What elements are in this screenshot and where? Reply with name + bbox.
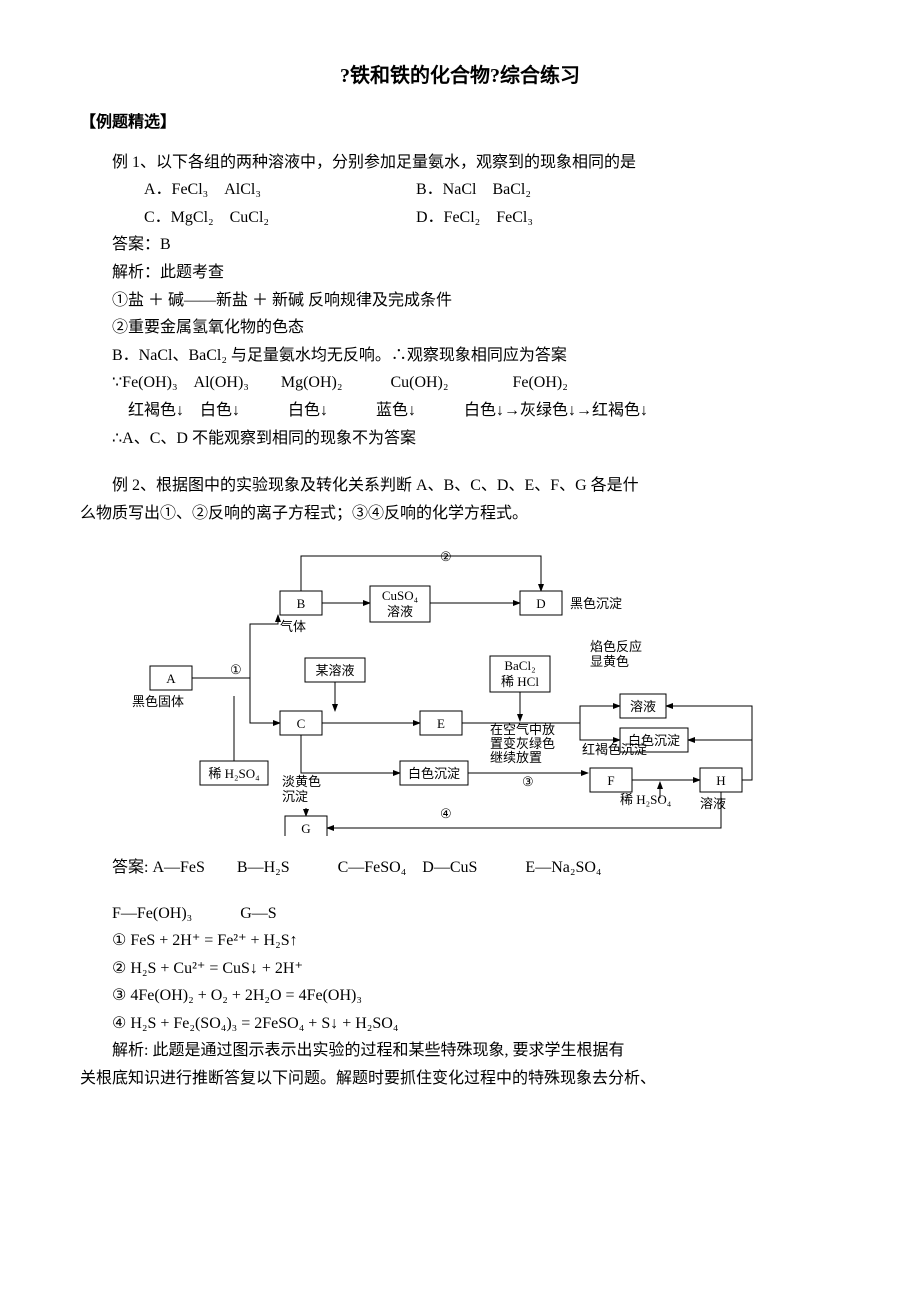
svg-text:继续放置: 继续放置 bbox=[490, 750, 542, 765]
svg-text:稀 H₂SO₄: 稀 H₂SO₄ bbox=[620, 792, 672, 807]
svg-text:溶液: 溶液 bbox=[630, 699, 656, 714]
svg-text:红褐色沉淀: 红褐色沉淀 bbox=[582, 742, 647, 757]
ex1-prompt: 例 1、以下各组的两种溶液中，分别参加足量氨水，观察到的现象相同的是 bbox=[80, 150, 840, 176]
ex1-opt-a: A．FeCl₃ AlCl₃ bbox=[112, 177, 412, 203]
ex1-opts-row1: A．FeCl₃ AlCl₃ B．NaCl BaCl₂ bbox=[80, 177, 840, 203]
ex2-analysis1: 解析: 此题是通过图示表示出实验的过程和某些特殊现象, 要求学生根据有 bbox=[80, 1038, 840, 1064]
section-header: 【例题精选】 bbox=[80, 110, 840, 136]
ex2-analysis2: 关根底知识进行推断答复以下问题。解题时要抓住变化过程中的特殊现象去分析、 bbox=[80, 1066, 840, 1092]
ex1-line5: ∴A、C、D 不能观察到相同的现象不为答案 bbox=[80, 426, 840, 452]
svg-text:D: D bbox=[536, 596, 545, 611]
svg-text:F: F bbox=[607, 773, 614, 788]
svg-text:C: C bbox=[297, 716, 306, 731]
svg-text:E: E bbox=[437, 716, 445, 731]
svg-text:白色沉淀: 白色沉淀 bbox=[408, 766, 460, 781]
ex2-eq4: ④ H₂S + Fe₂(SO₄)₃ = 2FeSO₄ + S↓ + H₂SO₄ bbox=[80, 1011, 840, 1037]
svg-text:CuSO₄: CuSO₄ bbox=[382, 588, 419, 603]
svg-text:淡黄色: 淡黄色 bbox=[282, 774, 321, 789]
ex2-prompt2: 么物质写出①、②反响的离子方程式；③④反响的化学方程式。 bbox=[80, 501, 840, 527]
svg-text:稀 HCl: 稀 HCl bbox=[501, 674, 539, 689]
svg-text:①: ① bbox=[230, 662, 242, 677]
svg-text:溶液: 溶液 bbox=[700, 796, 726, 811]
svg-text:稀 H₂SO₄: 稀 H₂SO₄ bbox=[208, 766, 260, 781]
svg-text:G: G bbox=[301, 821, 310, 836]
svg-text:黑色沉淀: 黑色沉淀 bbox=[570, 596, 622, 611]
ex1-line1: ①盐 ＋ 碱——新盐 ＋ 新碱 反响规律及完成条件 bbox=[80, 288, 840, 314]
svg-text:B: B bbox=[297, 596, 306, 611]
ex2-eq3: ③ 4Fe(OH)₂ + O₂ + 2H₂O = 4Fe(OH)₃ bbox=[80, 983, 840, 1009]
ex1-opt-c: C．MgCl₂ CuCl₂ bbox=[112, 205, 412, 231]
ex1-line4a: ∵Fe(OH)₃ Al(OH)₃ Mg(OH)₂ Cu(OH)₂ Fe(OH)₂ bbox=[80, 370, 840, 396]
ex2-prompt1: 例 2、根据图中的实验现象及转化关系判断 A、B、C、D、E、F、G 各是什 bbox=[80, 473, 840, 499]
ex1-opt-b: B．NaCl BaCl₂ bbox=[416, 181, 531, 198]
svg-text:显黄色: 显黄色 bbox=[590, 654, 629, 669]
svg-text:BaCl₂: BaCl₂ bbox=[504, 658, 535, 673]
flowchart: ABDCEFHG某溶液溶液白色沉淀稀 H₂SO₄白色沉淀CuSO₄溶液BaCl₂… bbox=[120, 536, 840, 845]
ex2-answers1: 答案: A—FeS B—H₂S C—FeSO₄ D—CuS E—Na₂SO₄ bbox=[80, 855, 840, 881]
svg-text:③: ③ bbox=[522, 774, 534, 789]
svg-text:④: ④ bbox=[440, 806, 452, 821]
svg-text:焰色反应: 焰色反应 bbox=[590, 639, 642, 654]
ex2-answers2: F—Fe(OH)₃ G—S bbox=[80, 901, 840, 927]
svg-text:置变灰绿色: 置变灰绿色 bbox=[490, 736, 555, 751]
svg-text:在空气中放: 在空气中放 bbox=[490, 722, 555, 737]
svg-text:某溶液: 某溶液 bbox=[315, 663, 354, 678]
svg-text:②: ② bbox=[440, 549, 452, 564]
ex1-line2: ②重要金属氢氧化物的色态 bbox=[80, 315, 840, 341]
svg-text:溶液: 溶液 bbox=[387, 604, 413, 619]
svg-text:黑色固体: 黑色固体 bbox=[132, 694, 184, 709]
ex1-analysis-label: 解析：此题考查 bbox=[80, 260, 840, 286]
ex1-answer: 答案：B bbox=[80, 232, 840, 258]
ex2-eq2: ② H₂S + Cu²⁺ = CuS↓ + 2H⁺ bbox=[80, 956, 840, 982]
svg-text:H: H bbox=[716, 773, 725, 788]
ex1-opts-row2: C．MgCl₂ CuCl₂ D．FeCl₂ FeCl₃ bbox=[80, 205, 840, 231]
svg-text:沉淀: 沉淀 bbox=[282, 789, 308, 804]
svg-text:气体: 气体 bbox=[280, 619, 306, 634]
ex2-eq1: ① FeS + 2H⁺ = Fe²⁺ + H₂S↑ bbox=[80, 928, 840, 954]
ex1-line4b: 红褐色↓ 白色↓ 白色↓ 蓝色↓ 白色↓→灰绿色↓→红褐色↓ bbox=[80, 398, 840, 424]
ex1-opt-d: D．FeCl₂ FeCl₃ bbox=[416, 209, 533, 226]
svg-text:A: A bbox=[166, 671, 176, 686]
page-title: ?铁和铁的化合物?综合练习 bbox=[80, 60, 840, 92]
ex1-line3: B．NaCl、BaCl₂ 与足量氨水均无反响。∴观察现象相同应为答案 bbox=[80, 343, 840, 369]
